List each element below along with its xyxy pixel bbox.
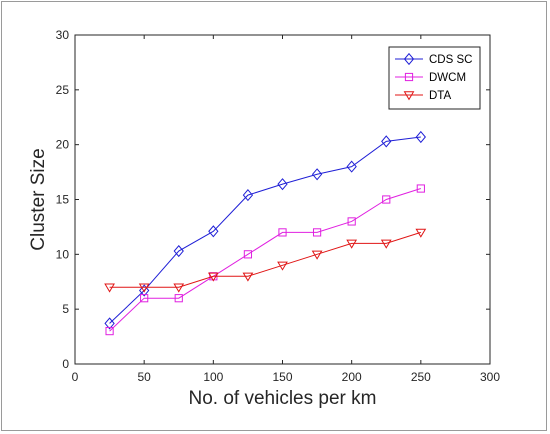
data-point-dwcm	[347, 217, 356, 226]
x-tick-label: 200	[342, 370, 362, 384]
series-line-dta	[109, 231, 421, 288]
data-point-dta	[277, 261, 288, 271]
x-tick-label: 250	[411, 370, 431, 384]
y-tick-label: 30	[56, 28, 70, 42]
data-point-dta	[173, 283, 185, 293]
data-point-dta	[415, 228, 427, 238]
series-dta	[104, 228, 427, 293]
data-point-dwcm	[243, 250, 253, 259]
ticks-layer: 0 50 100 150 200 250 300 0 5 10 15 20 25 30	[56, 28, 501, 384]
data-point-cds-sc	[346, 160, 357, 173]
data-point-dwcm	[312, 228, 322, 237]
data-point-dwcm	[382, 195, 391, 204]
data-point-cds-sc	[415, 130, 426, 144]
y-tick-label: 25	[56, 83, 70, 97]
data-point-dta	[138, 283, 150, 293]
data-point-cds-sc	[139, 284, 150, 297]
legend: CDS SC DWCM DTA	[388, 46, 481, 110]
data-point-dwcm	[140, 294, 149, 303]
data-point-dwcm	[278, 228, 287, 237]
series-dwcm	[105, 184, 425, 336]
legend-marker-cds-sc	[403, 52, 415, 66]
y-tick-label: 10	[56, 247, 70, 261]
legend-marker-dwcm	[404, 72, 414, 82]
x-tick-label: 50	[137, 370, 151, 384]
y-tick-label: 15	[56, 193, 70, 207]
data-point-cds-sc	[104, 317, 115, 330]
data-point-dta	[104, 283, 115, 293]
series-line-cds-sc	[109, 136, 421, 324]
data-point-dwcm	[174, 294, 183, 303]
y-tick-label: 0	[62, 357, 69, 371]
data-point-dta	[207, 272, 219, 282]
data-point-cds-sc	[173, 244, 184, 258]
legend-marker-dta	[403, 91, 415, 101]
legend-label: CDS SC	[429, 54, 472, 66]
data-point-cds-sc	[277, 178, 288, 191]
data-point-cds-sc	[208, 225, 219, 238]
data-point-dta	[242, 272, 254, 282]
legend-box	[388, 46, 481, 110]
x-tick-label: 150	[272, 370, 292, 384]
data-point-dta	[311, 250, 323, 260]
data-point-dta	[380, 239, 392, 249]
x-tick-label: 0	[72, 370, 79, 384]
legend-label: DWCM	[429, 72, 466, 84]
axes-box	[74, 34, 491, 365]
data-point-cds-sc	[311, 168, 323, 181]
series-layer	[104, 130, 427, 336]
data-point-cds-sc	[242, 189, 254, 202]
series-cds-sc	[104, 130, 426, 330]
y-tick-label: 20	[56, 138, 70, 152]
data-point-dwcm	[105, 327, 114, 336]
data-point-cds-sc	[381, 135, 392, 148]
series-line-dwcm	[109, 188, 421, 332]
x-tick-label: 100	[203, 370, 223, 384]
data-point-dwcm	[416, 184, 425, 193]
x-tick-label: 300	[480, 370, 500, 384]
legend-label: DTA	[429, 90, 451, 102]
y-tick-label: 5	[62, 302, 69, 316]
y-axis-label: Cluster Size	[28, 148, 49, 250]
x-axis-label: No. of vehicles per km	[189, 388, 377, 409]
data-point-dta	[346, 239, 358, 249]
